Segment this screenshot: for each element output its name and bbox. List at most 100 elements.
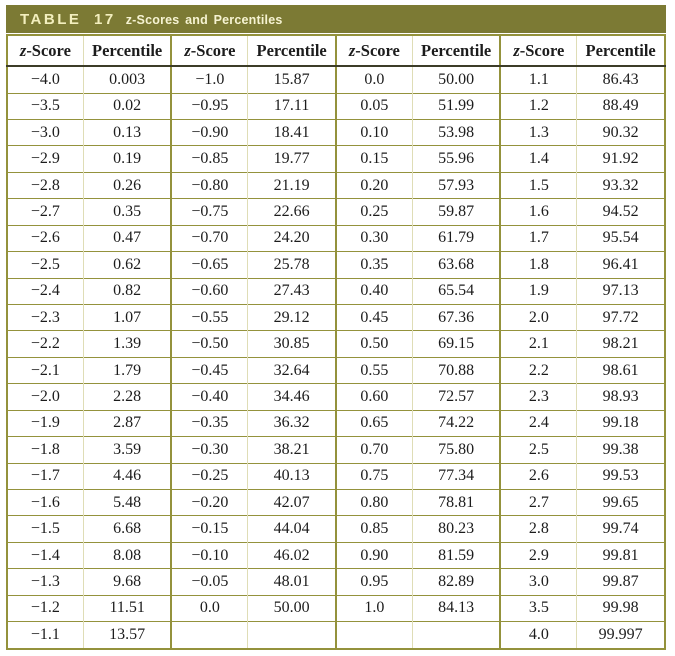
table-row: −3.5 0.02 −0.95 17.11 0.05 51.99 1.2 88.49 bbox=[7, 92, 665, 120]
z-score-cell: 1.4 bbox=[499, 145, 577, 173]
table-row: −1.4 8.08 −0.10 46.02 0.90 81.59 2.9 99.81 bbox=[7, 541, 665, 569]
percentile-cell: 24.20 bbox=[247, 224, 336, 252]
z-score-cell: 0.80 bbox=[334, 488, 413, 516]
z-score-cell: 0.10 bbox=[334, 119, 413, 146]
percentile-cell: 48.01 bbox=[247, 568, 336, 596]
z-score-cell: −0.55 bbox=[170, 303, 248, 331]
column-header-z-score: z-Score bbox=[170, 34, 248, 67]
percentile-cell: 5.48 bbox=[82, 488, 172, 516]
table-17-frame: TABLE 17 z-Scores and Percentiles z-Scor… bbox=[6, 5, 666, 650]
percentile-cell: 22.66 bbox=[247, 198, 336, 226]
z-score-cell: 0.45 bbox=[334, 303, 413, 331]
percentile-cell: 63.68 bbox=[411, 251, 501, 279]
z-score-cell: 2.4 bbox=[499, 409, 577, 437]
z-score-cell: −2.6 bbox=[7, 224, 84, 252]
z-score-cell: 1.6 bbox=[499, 198, 577, 226]
percentile-cell: 99.87 bbox=[576, 568, 665, 596]
z-symbol: z bbox=[348, 40, 356, 60]
z-score-cell: 0.75 bbox=[334, 462, 413, 490]
z-score-cell: 0.60 bbox=[334, 383, 413, 411]
percentile-cell: 6.68 bbox=[82, 515, 172, 543]
z-score-cell: −0.95 bbox=[170, 92, 248, 120]
percentile-cell: 84.13 bbox=[411, 594, 501, 622]
percentile-cell: 59.87 bbox=[411, 198, 501, 226]
table-row: −1.3 9.68 −0.05 48.01 0.95 82.89 3.0 99.87 bbox=[7, 568, 665, 596]
table-row: −1.8 3.59 −0.30 38.21 0.70 75.80 2.5 99.38 bbox=[7, 436, 665, 464]
percentile-cell: 46.02 bbox=[247, 541, 336, 569]
percentile-cell: 88.49 bbox=[576, 92, 665, 120]
table-row: −2.4 0.82 −0.60 27.43 0.40 65.54 1.9 97.13 bbox=[7, 277, 665, 305]
table-row: −1.7 4.46 −0.25 40.13 0.75 77.34 2.6 99.53 bbox=[7, 462, 665, 490]
z-score-cell: −0.45 bbox=[170, 356, 248, 384]
percentile-cell: 1.79 bbox=[82, 356, 172, 384]
z-score-cell: 1.3 bbox=[499, 119, 577, 146]
percentile-cell: 90.32 bbox=[576, 119, 665, 146]
z-score-cell: −1.5 bbox=[7, 515, 84, 543]
z-score-cell: −0.10 bbox=[170, 541, 248, 569]
percentile-cell: 32.64 bbox=[247, 356, 336, 384]
z-score-cell: −2.4 bbox=[7, 277, 84, 305]
percentile-cell: 78.81 bbox=[411, 488, 501, 516]
percentile-cell: 0.13 bbox=[82, 119, 172, 146]
z-score-cell: 3.5 bbox=[499, 594, 577, 622]
percentile-cell bbox=[411, 621, 501, 649]
z-score-cell: −0.50 bbox=[170, 330, 248, 358]
z-score-cell: −3.5 bbox=[7, 92, 84, 120]
table-row: −2.7 0.35 −0.75 22.66 0.25 59.87 1.6 94.52 bbox=[7, 198, 665, 226]
z-score-cell: 0.20 bbox=[334, 171, 413, 199]
percentile-cell: 0.02 bbox=[82, 92, 172, 120]
table-row: −4.0 0.003 −1.0 15.87 0.0 50.00 1.1 86.43 bbox=[7, 65, 665, 94]
z-score-cell: 0.35 bbox=[334, 251, 413, 279]
z-score-cell: 1.5 bbox=[499, 171, 577, 199]
table-row: −1.1 13.57 4.0 99.997 bbox=[7, 621, 665, 649]
z-score-cell: 1.1 bbox=[499, 65, 577, 94]
percentile-cell: 0.47 bbox=[82, 224, 172, 252]
z-score-suffix: -Score bbox=[355, 40, 400, 60]
z-score-cell: −3.0 bbox=[7, 119, 84, 146]
percentile-cell: 99.18 bbox=[576, 409, 665, 437]
percentile-cell: 27.43 bbox=[247, 277, 336, 305]
z-score-cell: −2.9 bbox=[7, 145, 84, 173]
percentile-cell: 18.41 bbox=[247, 119, 336, 146]
table-row: −2.0 2.28 −0.40 34.46 0.60 72.57 2.3 98.93 bbox=[7, 383, 665, 411]
z-score-cell: −0.25 bbox=[170, 462, 248, 490]
table-row: −2.9 0.19 −0.85 19.77 0.15 55.96 1.4 91.92 bbox=[7, 145, 665, 173]
z-score-cell bbox=[170, 621, 248, 649]
percentile-cell: 67.36 bbox=[411, 303, 501, 331]
z-score-cell: −2.5 bbox=[7, 251, 84, 279]
percentile-cell: 75.80 bbox=[411, 436, 501, 464]
z-score-cell: −0.30 bbox=[170, 436, 248, 464]
column-header-z-score: z-Score bbox=[499, 34, 577, 67]
percentile-cell: 97.13 bbox=[576, 277, 665, 305]
percentile-cell: 1.39 bbox=[82, 330, 172, 358]
z-score-cell: 2.5 bbox=[499, 436, 577, 464]
z-score-cell: 1.8 bbox=[499, 251, 577, 279]
percentile-cell: 74.22 bbox=[411, 409, 501, 437]
table-row: −1.9 2.87 −0.35 36.32 0.65 74.22 2.4 99.18 bbox=[7, 409, 665, 437]
z-score-cell: −1.6 bbox=[7, 488, 84, 516]
z-score-cell: 0.0 bbox=[170, 594, 248, 622]
percentile-cell: 99.997 bbox=[576, 621, 665, 649]
z-score-cell: 0.65 bbox=[334, 409, 413, 437]
percentile-cell: 72.57 bbox=[411, 383, 501, 411]
header-row: z-Score Percentile z-Score Percentile z-… bbox=[7, 34, 665, 67]
z-symbol: z bbox=[513, 40, 520, 60]
z-score-cell: 2.6 bbox=[499, 462, 577, 490]
z-score-cell: −1.7 bbox=[7, 462, 84, 490]
percentile-cell: 77.34 bbox=[411, 462, 501, 490]
percentile-cell: 99.81 bbox=[576, 541, 665, 569]
z-score-cell: 1.0 bbox=[334, 594, 413, 622]
percentile-cell: 0.26 bbox=[82, 171, 172, 199]
percentile-cell: 40.13 bbox=[247, 462, 336, 490]
table-row: −1.2 11.51 0.0 50.00 1.0 84.13 3.5 99.98 bbox=[7, 594, 665, 622]
z-score-cell: −0.75 bbox=[170, 198, 248, 226]
z-score-percentile-table: z-Score Percentile z-Score Percentile z-… bbox=[6, 34, 666, 650]
z-score-cell: 3.0 bbox=[499, 568, 577, 596]
table-row: −1.5 6.68 −0.15 44.04 0.85 80.23 2.8 99.74 bbox=[7, 515, 665, 543]
z-score-cell: −0.90 bbox=[170, 119, 248, 146]
z-score-cell: −1.2 bbox=[7, 594, 84, 622]
z-score-cell: −1.8 bbox=[7, 436, 84, 464]
z-score-cell: 0.15 bbox=[334, 145, 413, 173]
column-header-percentile: Percentile bbox=[576, 34, 665, 67]
percentile-cell: 34.46 bbox=[247, 383, 336, 411]
